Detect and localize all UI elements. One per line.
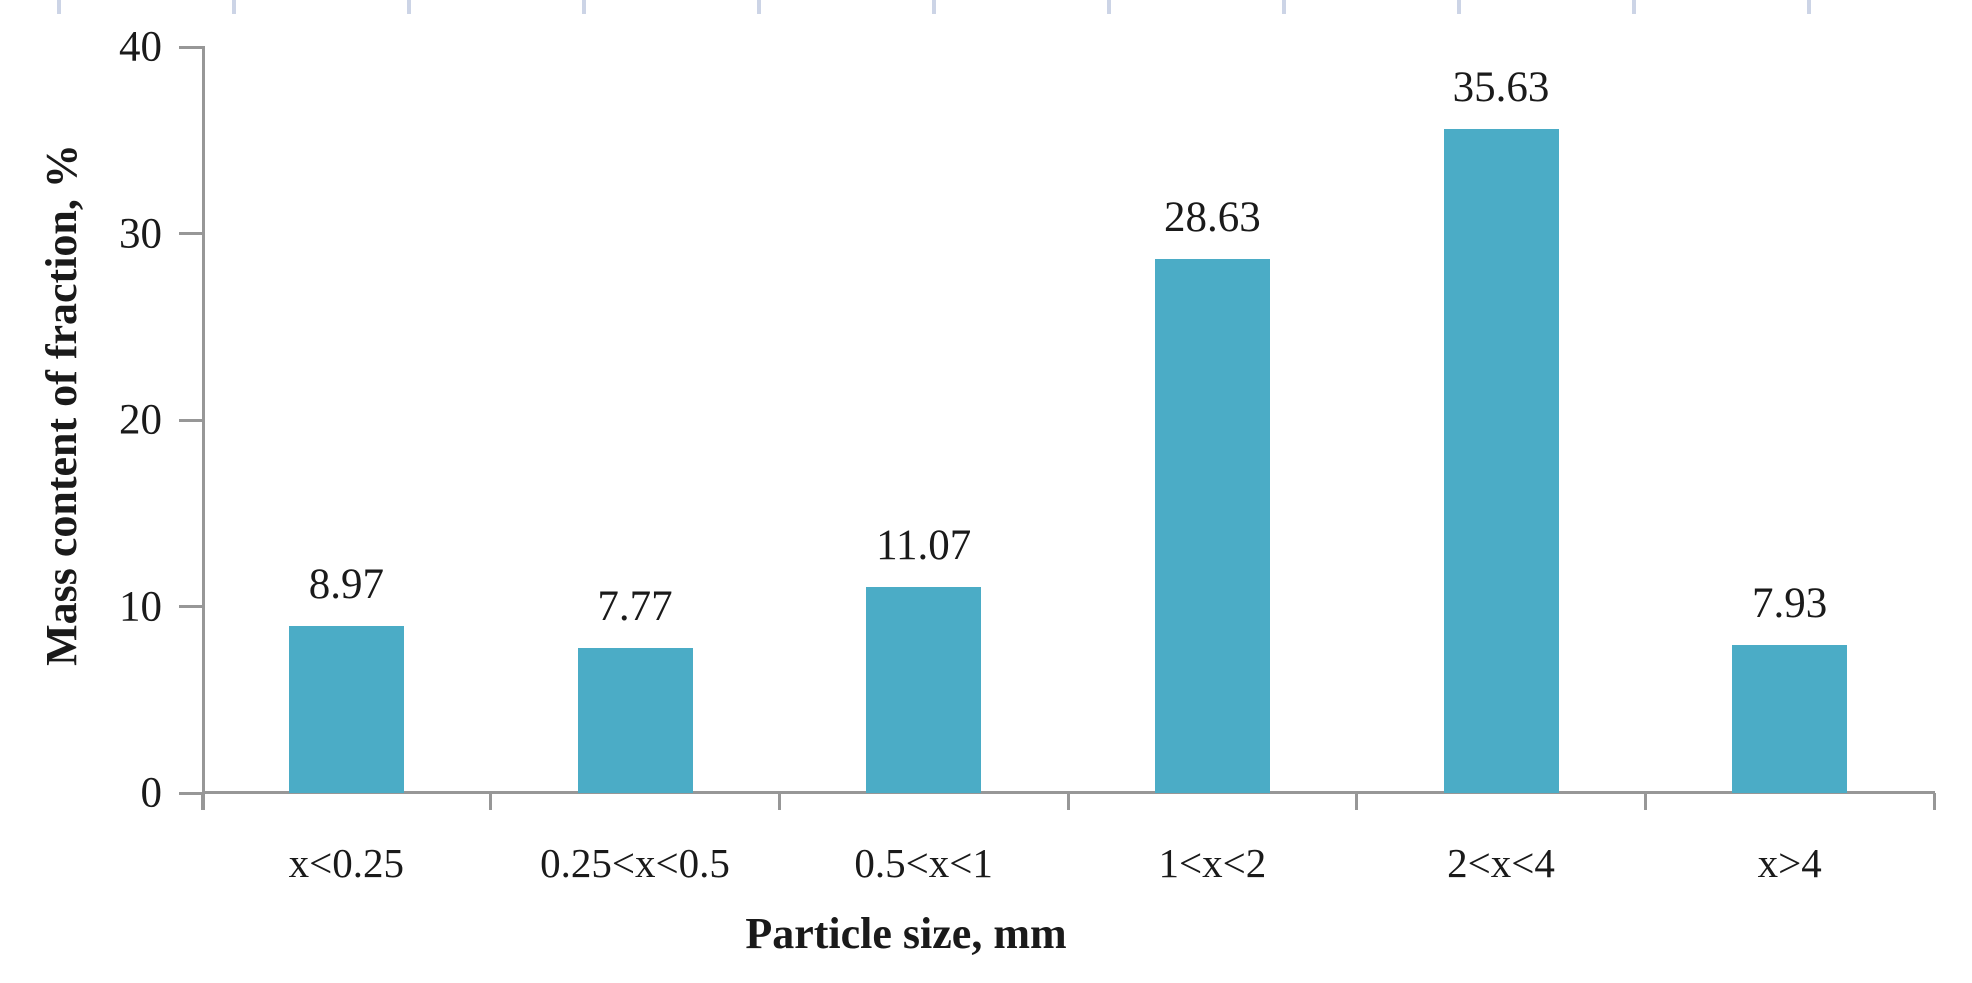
category-label: x<0.25 (288, 840, 405, 886)
ruler-tick (1632, 0, 1636, 14)
bar-value-label: 11.07 (876, 521, 972, 569)
y-tick-mark (179, 418, 203, 422)
bar (577, 648, 693, 793)
x-tick-mark (200, 793, 204, 810)
x-tick-mark (489, 793, 493, 810)
y-tick-label: 10 (119, 583, 162, 630)
bar (288, 625, 404, 793)
bar-value-label: 35.63 (1452, 63, 1550, 111)
bar (1154, 259, 1270, 793)
bar-value-label: 7.93 (1752, 580, 1828, 628)
x-axis-line (202, 791, 1935, 794)
ruler-tick (232, 0, 236, 14)
y-tick-label: 0 (140, 769, 163, 817)
ruler-tick (582, 0, 586, 14)
ruler-tick (57, 0, 61, 14)
category-label: 0.5<x<1 (854, 840, 993, 886)
y-tick-mark (179, 791, 203, 795)
category-label: 1<x<2 (1158, 840, 1267, 886)
y-tick-label: 30 (119, 210, 162, 257)
y-tick-label: 20 (119, 396, 162, 444)
category-label: x>4 (1757, 840, 1822, 886)
category-label: 0.25<x<0.5 (540, 840, 730, 886)
ruler-tick (1282, 0, 1286, 14)
y-axis-title: Mass content of fraction, % (37, 144, 86, 666)
ruler-tick (757, 0, 761, 14)
ruler-tick (407, 0, 411, 14)
x-axis-title: Particle size, mm (745, 909, 1067, 958)
y-axis-line (202, 46, 205, 810)
ruler-tick (932, 0, 936, 14)
x-tick-mark (1643, 793, 1647, 810)
category-label: 2<x<4 (1447, 840, 1555, 886)
bar-value-label: 8.97 (308, 560, 384, 608)
y-tick-mark (179, 45, 203, 49)
ruler-tick (1807, 0, 1811, 14)
bar (866, 586, 982, 793)
bar-value-label: 7.77 (597, 583, 673, 631)
x-tick-mark (777, 793, 781, 810)
y-tick-label: 40 (119, 23, 162, 71)
x-tick-mark (1066, 793, 1070, 810)
x-tick-mark (1355, 793, 1359, 810)
y-tick-mark (179, 232, 203, 235)
x-tick-mark (1932, 793, 1936, 810)
ruler-tick (1457, 0, 1461, 14)
bar (1443, 128, 1559, 793)
ruler-tick (1107, 0, 1111, 14)
bar-value-label: 28.63 (1163, 194, 1261, 242)
y-tick-mark (179, 605, 203, 608)
bar (1732, 645, 1848, 793)
